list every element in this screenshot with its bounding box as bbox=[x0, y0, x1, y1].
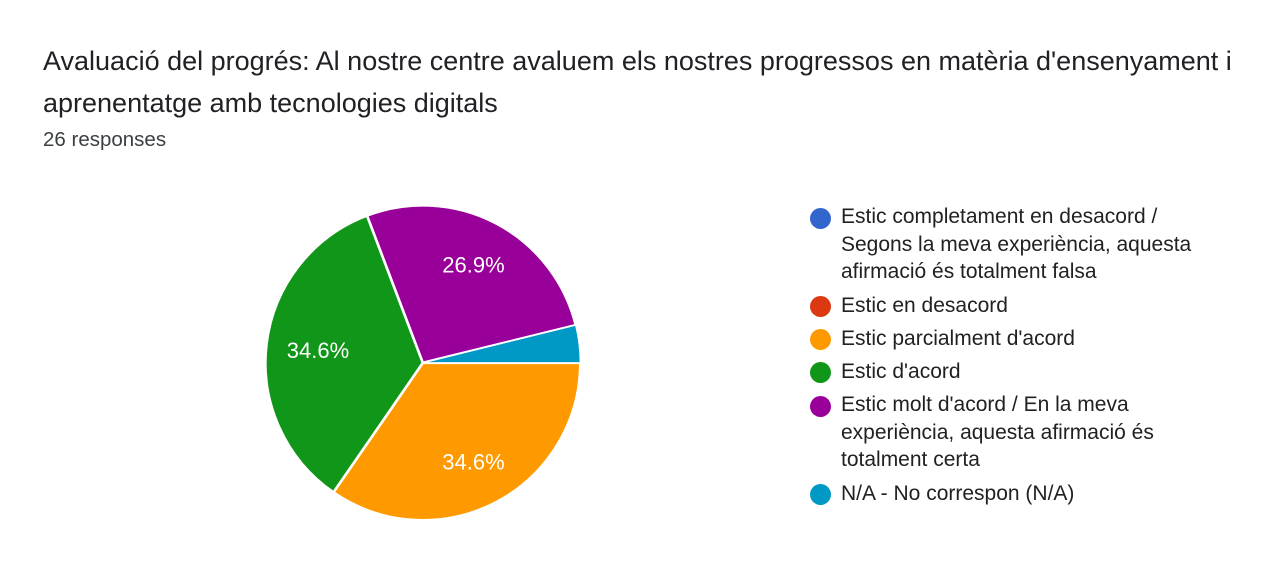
svg-text:26.9%: 26.9% bbox=[442, 252, 504, 277]
svg-text:34.6%: 34.6% bbox=[442, 450, 504, 475]
svg-text:34.6%: 34.6% bbox=[287, 338, 349, 363]
